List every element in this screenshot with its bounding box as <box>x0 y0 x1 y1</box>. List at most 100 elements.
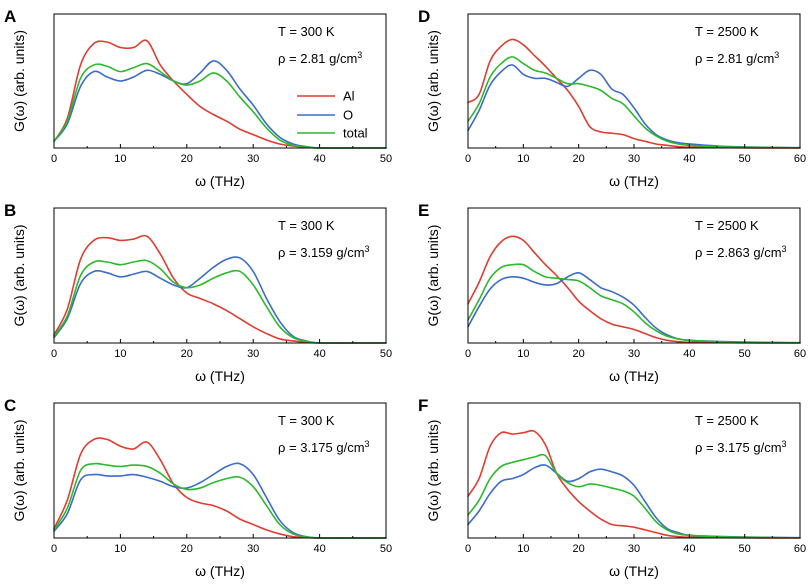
series-line-total <box>467 56 801 149</box>
density-annotation-text: ρ = 3.175 g/cm <box>278 440 365 455</box>
panel-letter: C <box>4 396 16 415</box>
legend-label-o: O <box>343 108 353 123</box>
density-annotation: ρ = 3.175 g/cm3 <box>278 439 370 455</box>
panel-letter: B <box>4 201 16 220</box>
x-axis-label: ω (THz) <box>195 563 245 579</box>
density-annotation-superscript: 3 <box>357 50 362 60</box>
chart-panel-b: 0 10 20 30 40 50 ω (THz) G(ω) (arb. units) B T = … <box>4 201 392 384</box>
x-tick-label: 10 <box>517 348 529 360</box>
x-tick-label: 10 <box>517 543 529 555</box>
series-line-total <box>53 62 387 149</box>
density-annotation-text: ρ = 3.175 g/cm <box>695 440 782 455</box>
chart-panel-d: 0 10 20 30 40 50 60 ω (THz) G(ω) (arb. units) D T … <box>418 7 806 189</box>
chart-panel-e: 0 10 20 30 40 50 60 ω (THz) G(ω) (arb. units) E T … <box>418 201 806 384</box>
x-tick-label: 10 <box>114 348 126 360</box>
y-axis-label: G(ω) (arb. units) <box>11 420 27 522</box>
x-tick-label: 30 <box>628 348 640 360</box>
x-tick-label: 60 <box>794 543 806 555</box>
legend-label-al: Al <box>343 89 355 104</box>
y-axis-label: G(ω) (arb. units) <box>425 420 441 522</box>
panel-letter: E <box>418 201 429 220</box>
x-tick-label: 50 <box>380 543 392 555</box>
x-tick-label: 0 <box>51 543 57 555</box>
density-annotation: ρ = 3.175 g/cm3 <box>695 439 787 455</box>
density-annotation: ρ = 2.81 g/cm3 <box>695 50 779 66</box>
x-tick-label: 40 <box>313 348 325 360</box>
density-annotation: ρ = 2.81 g/cm3 <box>278 50 362 66</box>
panel-letter: F <box>418 396 428 415</box>
x-tick-label: 20 <box>181 348 193 360</box>
series-line-o <box>53 256 387 344</box>
x-tick-label: 40 <box>313 153 325 165</box>
x-tick-label: 50 <box>739 348 751 360</box>
chart-panel-f: 0 10 20 30 40 50 60 ω (THz) G(ω) (arb. units) F T … <box>418 396 806 579</box>
series-line-total <box>467 453 801 539</box>
x-tick-label: 60 <box>794 153 806 165</box>
x-tick-label: 0 <box>51 153 57 165</box>
x-axis-label: ω (THz) <box>609 563 659 579</box>
density-annotation-text: ρ = 2.81 g/cm <box>278 51 357 66</box>
x-tick-label: 20 <box>573 153 585 165</box>
x-tick-label: 10 <box>114 543 126 555</box>
density-annotation: ρ = 3.159 g/cm3 <box>278 244 370 260</box>
x-tick-label: 20 <box>573 348 585 360</box>
x-tick-label: 50 <box>739 543 751 555</box>
x-tick-label: 30 <box>628 153 640 165</box>
plot-frame <box>53 13 387 149</box>
x-tick-label: 20 <box>181 153 193 165</box>
x-tick-label: 30 <box>247 543 259 555</box>
series-line-o <box>467 271 801 344</box>
temperature-annotation: T = 2500 K <box>695 218 759 233</box>
x-axis-label: ω (THz) <box>609 173 659 189</box>
density-annotation-superscript: 3 <box>365 439 370 449</box>
series-line-total <box>53 259 387 344</box>
temperature-annotation: T = 300 K <box>278 413 335 428</box>
series-line-o <box>467 64 801 149</box>
x-tick-label: 30 <box>247 153 259 165</box>
x-tick-label: 30 <box>247 348 259 360</box>
density-annotation: ρ = 2.863 g/cm3 <box>695 244 787 260</box>
density-annotation-text: ρ = 3.159 g/cm <box>278 245 365 260</box>
series-line-al <box>53 437 387 539</box>
series-line-al <box>53 234 387 344</box>
x-tick-label: 40 <box>683 543 695 555</box>
series-line-total <box>467 263 801 344</box>
x-tick-label: 40 <box>313 543 325 555</box>
chart-panel-a: 0 10 20 30 40 50 ω (THz) G(ω) (arb. units) A T = … <box>4 7 392 189</box>
density-annotation-superscript: 3 <box>782 244 787 254</box>
x-tick-label: 0 <box>465 543 471 555</box>
temperature-annotation: T = 300 K <box>278 218 335 233</box>
x-tick-label: 30 <box>628 543 640 555</box>
x-tick-label: 0 <box>465 153 471 165</box>
series-line-o <box>53 60 387 149</box>
density-annotation-superscript: 3 <box>365 244 370 254</box>
legend-label-total: total <box>343 126 368 141</box>
y-axis-label: G(ω) (arb. units) <box>11 225 27 327</box>
x-tick-label: 20 <box>181 543 193 555</box>
series-line-o <box>53 462 387 539</box>
chart-panel-c: 0 10 20 30 40 50 ω (THz) G(ω) (arb. units) C T = … <box>4 396 392 579</box>
x-tick-label: 50 <box>380 153 392 165</box>
density-annotation-text: ρ = 2.863 g/cm <box>695 245 782 260</box>
x-axis-label: ω (THz) <box>195 173 245 189</box>
density-annotation-superscript: 3 <box>774 50 779 60</box>
y-axis-label: G(ω) (arb. units) <box>425 30 441 132</box>
series-line-total <box>53 462 387 539</box>
temperature-annotation: T = 2500 K <box>695 24 759 39</box>
panel-letter: A <box>4 7 16 26</box>
x-tick-label: 10 <box>114 153 126 165</box>
temperature-annotation: T = 300 K <box>278 24 335 39</box>
x-tick-label: 60 <box>794 348 806 360</box>
x-tick-label: 40 <box>683 348 695 360</box>
x-tick-label: 40 <box>683 153 695 165</box>
x-tick-label: 50 <box>380 348 392 360</box>
y-axis-label: G(ω) (arb. units) <box>425 225 441 327</box>
temperature-annotation: T = 2500 K <box>695 413 759 428</box>
x-tick-label: 20 <box>573 543 585 555</box>
x-tick-label: 50 <box>739 153 751 165</box>
x-axis-label: ω (THz) <box>609 368 659 384</box>
density-annotation-superscript: 3 <box>782 439 787 449</box>
density-annotation-text: ρ = 2.81 g/cm <box>695 51 774 66</box>
